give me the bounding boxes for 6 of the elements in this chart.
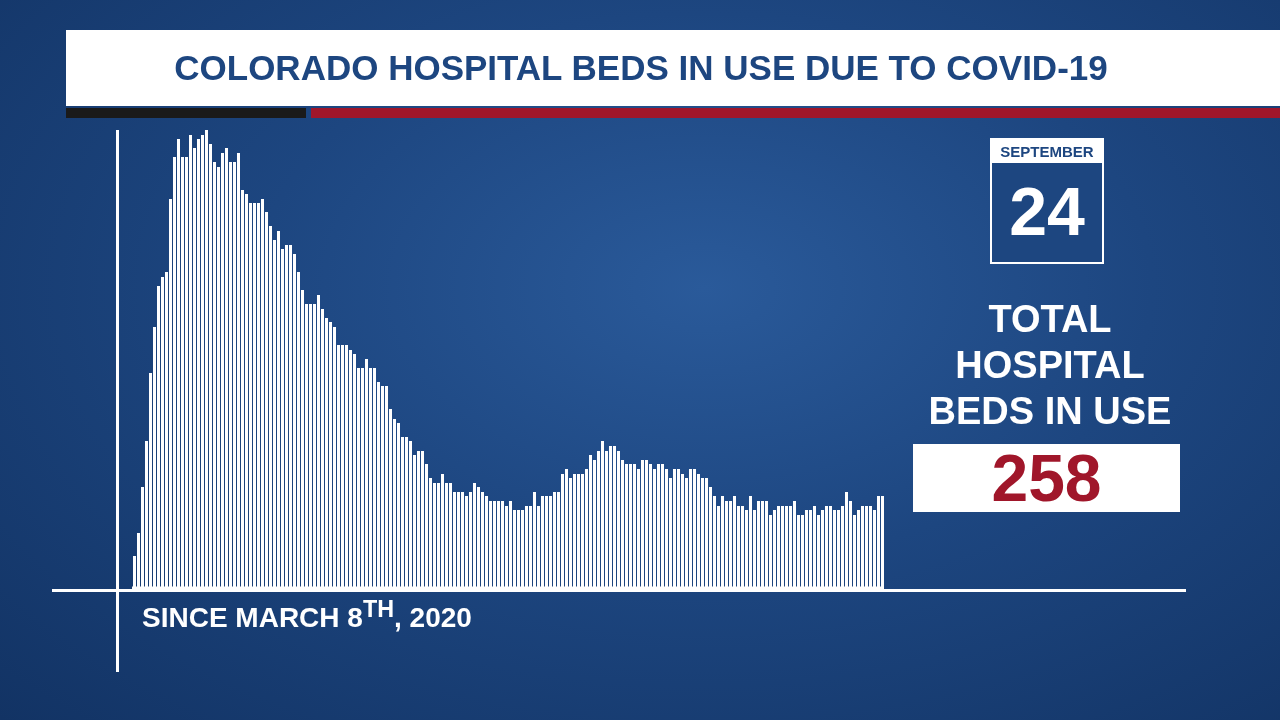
chart-title: COLORADO HOSPITAL BEDS IN USE DUE TO COVID-19 xyxy=(173,47,1109,89)
text: TOTAL HOSPITAL BEDS IN USE xyxy=(927,297,1173,434)
text: 24 xyxy=(1008,172,1086,251)
x-axis-title: SINCE MARCH 8$^{TH}$, 2020 xyxy=(142,596,472,635)
text: SEPTEMBER xyxy=(992,140,1102,163)
text: 258 xyxy=(913,441,1180,515)
